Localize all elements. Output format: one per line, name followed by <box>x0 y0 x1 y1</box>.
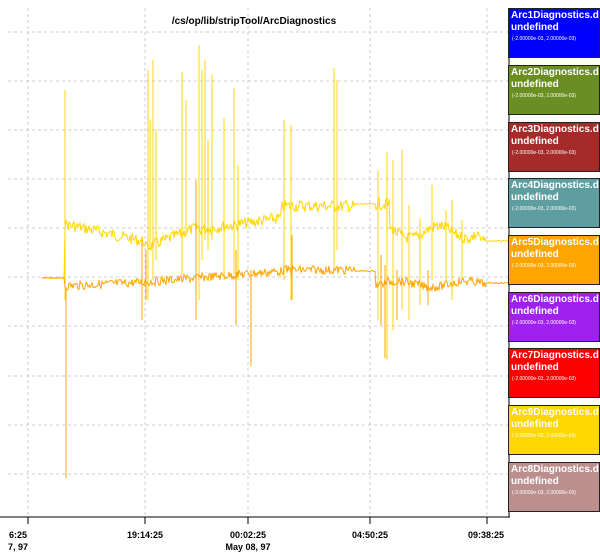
legend-item-name: Arc9Diagnostics.dp/ <box>511 407 600 418</box>
legend-item-arc2[interactable]: Arc2Diagnostics.dp/ undefined (-2.00000e… <box>508 65 600 115</box>
plot-traces <box>41 45 509 478</box>
legend-item-name: Arc2Diagnostics.dp/ <box>511 67 600 78</box>
legend-item-unit: undefined <box>511 192 559 203</box>
legend-item-unit: undefined <box>511 419 559 430</box>
legend-item-range: (-2.00000e-03, 2.00000e-03) <box>512 206 576 212</box>
x-tick-date-3: May 08, 97 <box>225 542 271 552</box>
legend-item-range: (-2.00000e-03, 2.00000e-03) <box>512 490 576 496</box>
legend-item-range: (-2.00000e-03, 2.00000e-03) <box>512 263 576 269</box>
trace-upper <box>41 45 509 360</box>
legend-item-range: (-2.00000e-03, 2.00000e-03) <box>512 36 576 42</box>
x-tick-time-2: 19:14:25 <box>126 530 164 540</box>
legend-item-unit: undefined <box>511 306 559 317</box>
legend-item-range: (-2.00000e-03, 2.00000e-03) <box>512 433 576 439</box>
trace-lower <box>41 180 509 478</box>
legend-item-name: Arc4Diagnostics.dp/ <box>511 180 600 191</box>
plot-title: /cs/op/lib/stripTool/ArcDiagnostics <box>171 16 337 27</box>
legend-item-unit: undefined <box>511 136 559 147</box>
legend-item-unit: undefined <box>511 22 559 33</box>
legend-item-arc8[interactable]: Arc8Diagnostics.dp/ undefined (-2.00000e… <box>508 462 600 512</box>
legend-item-range: (-2.00000e-03, 2.00000e-03) <box>512 376 576 382</box>
legend-item-range: (-2.00000e-03, 2.00000e-03) <box>512 320 576 326</box>
legend-item-arc6[interactable]: Arc6Diagnostics.dp/ undefined (-2.00000e… <box>508 292 600 342</box>
x-axis-ticks <box>27 517 488 524</box>
plot-grid <box>8 8 508 517</box>
x-tick-date-1: 7, 97 <box>7 542 29 552</box>
x-tick-time-5: 09:38:25 <box>467 530 505 540</box>
legend-item-name: Arc8Diagnostics.dp/ <box>511 464 600 475</box>
legend-item-arc9[interactable]: Arc9Diagnostics.dp/ undefined (-2.00000e… <box>508 405 600 455</box>
legend-item-name: Arc6Diagnostics.dp/ <box>511 294 600 305</box>
x-tick-time-4: 04:50:25 <box>351 530 389 540</box>
legend-item-name: Arc7Diagnostics.dp/ <box>511 350 600 361</box>
legend-item-arc7[interactable]: Arc7Diagnostics.dp/ undefined (-2.00000e… <box>508 348 600 398</box>
legend-item-unit: undefined <box>511 476 559 487</box>
legend-item-name: Arc3Diagnostics.dp/ <box>511 124 600 135</box>
x-tick-time-1: 6:25 <box>8 530 28 540</box>
legend-item-arc4[interactable]: Arc4Diagnostics.dp/ undefined (-2.00000e… <box>508 178 600 228</box>
legend-item-unit: undefined <box>511 362 559 373</box>
legend-item-arc3[interactable]: Arc3Diagnostics.dp/ undefined (-2.00000e… <box>508 122 600 172</box>
legend-item-name: Arc1Diagnostics.dp/ <box>511 10 600 21</box>
legend-item-name: Arc5Diagnostics.dp/ <box>511 237 600 248</box>
x-tick-time-3: 00:02:25 <box>229 530 267 540</box>
strip-chart-canvas <box>0 8 510 524</box>
legend-item-unit: undefined <box>511 79 559 90</box>
legend-item-range: (-2.00000e-03, 2.00000e-03) <box>512 150 576 156</box>
strip-chart-plot[interactable]: /cs/op/lib/stripTool/ArcDiagnostics 6:25… <box>0 0 510 553</box>
legend-item-arc5[interactable]: Arc5Diagnostics.dp/ undefined (-2.00000e… <box>508 235 600 285</box>
legend-panel: Arc1Diagnostics.dp/ undefined (-2.00000e… <box>508 8 600 516</box>
legend-item-unit: undefined <box>511 249 559 260</box>
legend-item-arc1[interactable]: Arc1Diagnostics.dp/ undefined (-2.00000e… <box>508 8 600 58</box>
legend-item-range: (-2.00000e-03, 2.00000e-03) <box>512 93 576 99</box>
